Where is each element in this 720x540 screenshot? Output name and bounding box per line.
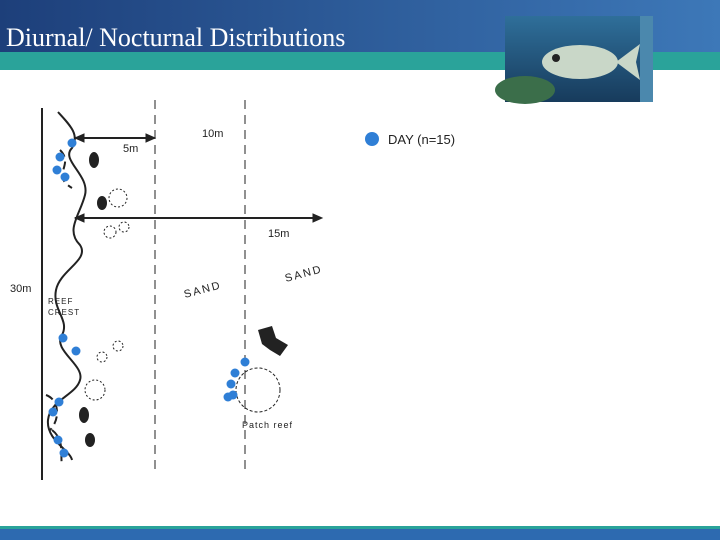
bottom-stripe-accent	[0, 526, 720, 529]
reef-crest-label: REEF	[48, 297, 73, 306]
diagram-lines	[41, 100, 324, 480]
reef-crest-label: CREST	[48, 308, 80, 317]
sand-label: SAND	[183, 279, 223, 301]
legend-marker	[365, 132, 379, 146]
distance-label: 30m	[10, 283, 31, 295]
distance-label: 5m	[123, 143, 138, 155]
distance-label: 15m	[268, 228, 289, 240]
sand-label: SAND	[284, 263, 324, 285]
patch-reef-label: Patch reef	[242, 420, 293, 430]
day-observations	[48, 138, 250, 458]
fish-photo	[495, 16, 653, 104]
slide-title: Diurnal/ Nocturnal Distributions	[6, 23, 345, 52]
legend-label: DAY (n=15)	[388, 132, 455, 147]
coral-icons	[79, 152, 288, 447]
bottom-stripe	[0, 528, 720, 540]
distance-label: 10m	[202, 128, 223, 140]
